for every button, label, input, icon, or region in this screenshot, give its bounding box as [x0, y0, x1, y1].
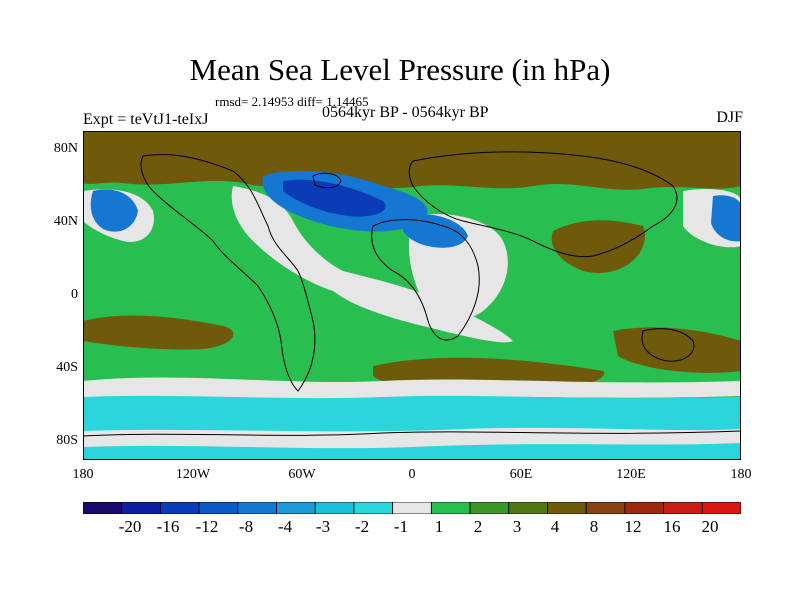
colorbar-swatch — [198, 502, 239, 514]
colorbar-label: 4 — [550, 517, 560, 536]
colorbar-swatch — [585, 502, 626, 514]
lat-label-80s: 80S — [56, 433, 78, 448]
colorbar-swatch — [83, 502, 123, 514]
colorbar-swatch — [392, 502, 432, 514]
lat-label-40s: 40S — [56, 360, 78, 375]
colorbar-label: -4 — [277, 517, 293, 536]
lon-label-60w: 60W — [288, 467, 316, 482]
colorbar-label: 1 — [434, 517, 444, 536]
colorbar — [83, 502, 741, 514]
colorbar-swatch — [430, 502, 471, 514]
colorbar-label: 16 — [663, 517, 681, 536]
colorbar-label: 12 — [624, 517, 642, 536]
colorbar-swatch — [547, 502, 587, 514]
experiment-label: Expt = teVtJ1-teIxJ — [83, 111, 209, 128]
colorbar-label: -16 — [156, 517, 180, 536]
lon-label-120w: 120W — [175, 467, 211, 482]
colorbar-label: 2 — [473, 517, 483, 536]
lat-label-80n: 80N — [53, 141, 78, 156]
colorbar-swatch — [237, 502, 277, 514]
lon-label-180e: 180 — [730, 467, 752, 482]
colorbar-label: -12 — [195, 517, 219, 536]
plot-title: Mean Sea Level Pressure (in hPa) — [189, 52, 611, 87]
colorbar-swatch — [469, 502, 510, 514]
antarctic-low-band — [83, 395, 741, 460]
colorbar-label: -20 — [118, 517, 142, 536]
neutral-zone-southern-band — [83, 377, 741, 401]
colorbar-swatch — [276, 502, 316, 514]
lon-label-0: 0 — [408, 467, 416, 482]
colorbar-swatch — [353, 502, 394, 514]
mediterranean-low — [401, 213, 468, 248]
north-atlantic-deep-low — [283, 179, 386, 217]
colorbar-swatch — [701, 502, 741, 514]
pressure-map — [83, 131, 741, 460]
colorbar-label: 20 — [701, 517, 719, 536]
indian-ocean-high — [613, 327, 741, 373]
lon-label-60e: 60E — [509, 467, 533, 482]
colorbar-swatch — [121, 502, 161, 514]
lon-label-120e: 120E — [616, 467, 646, 482]
colorbar-label: -3 — [315, 517, 331, 536]
asia-high — [551, 220, 645, 273]
colorbar-swatch — [508, 502, 548, 514]
colorbar-label: 3 — [512, 517, 522, 536]
coastlines — [83, 151, 741, 437]
south-subtropical-high — [83, 315, 234, 350]
colorbar-swatch — [624, 502, 664, 514]
map-frame — [83, 131, 741, 460]
season-label: DJF — [716, 109, 743, 126]
colorbar-label: -2 — [354, 517, 370, 536]
colorbar-label: -8 — [238, 517, 254, 536]
period-label: 0564kyr BP - 0564kyr BP — [322, 104, 489, 121]
north-pacific-low-west — [90, 189, 138, 232]
colorbar-swatch — [160, 502, 200, 514]
lon-label-180w: 180 — [72, 467, 94, 482]
colorbar-label: -1 — [393, 517, 409, 536]
arctic-high-region — [83, 131, 741, 190]
lat-label-40n: 40N — [53, 214, 78, 229]
colorbar-swatch — [314, 502, 355, 514]
colorbar-swatch — [663, 502, 703, 514]
lat-label-0: 0 — [71, 287, 78, 302]
colorbar-label: 8 — [589, 517, 599, 536]
stats-line: rmsd= 2.14953 diff= 1.14465 — [215, 94, 369, 109]
north-pacific-low-east — [711, 195, 741, 242]
